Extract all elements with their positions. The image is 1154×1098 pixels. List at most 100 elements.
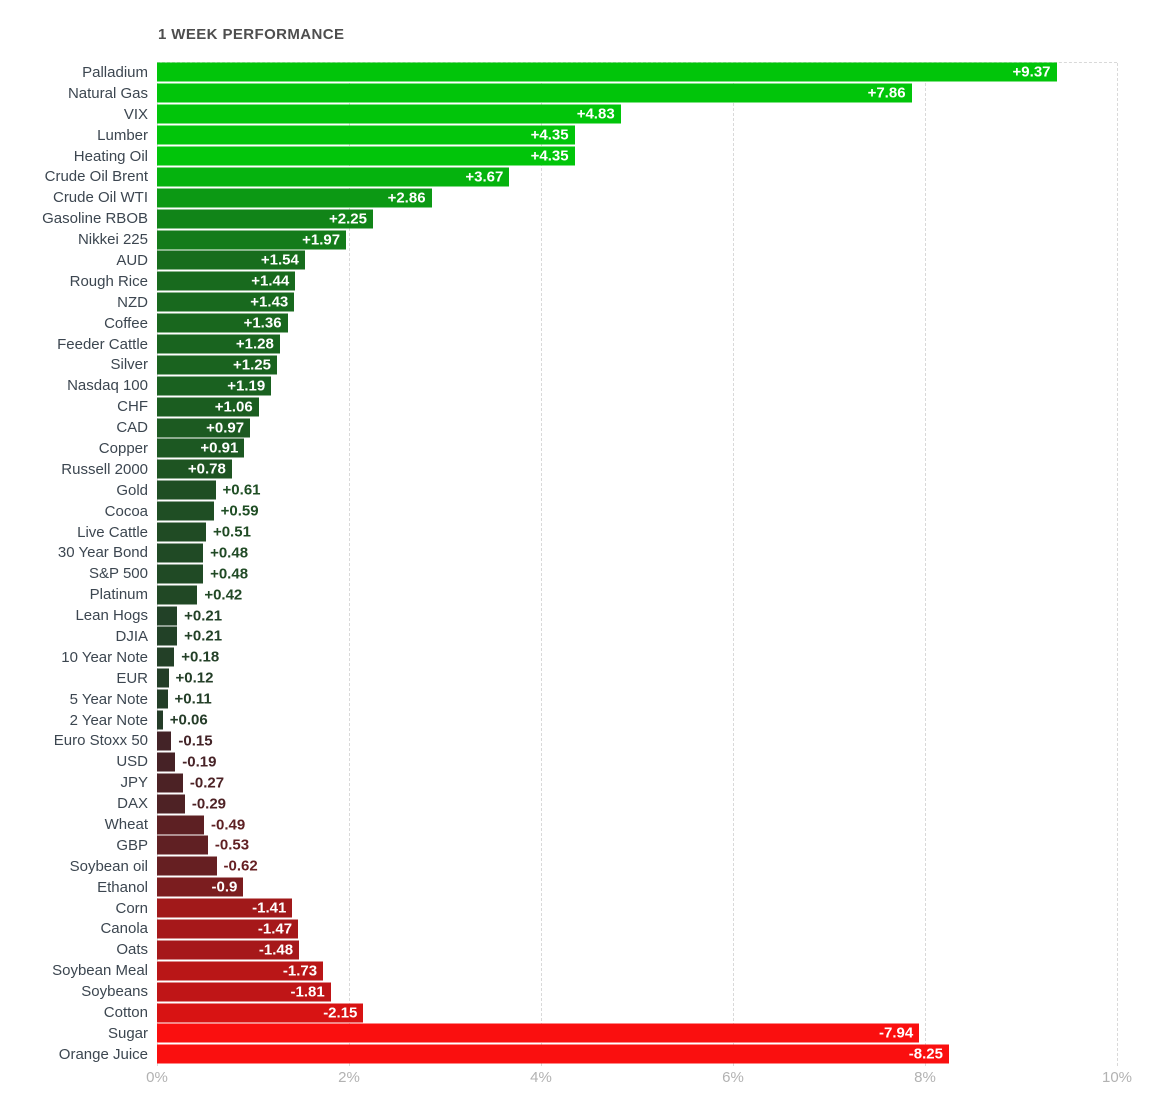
category-label[interactable]: Crude Oil Brent <box>44 168 148 186</box>
performance-bar[interactable]: +7.86 <box>157 83 912 103</box>
performance-bar[interactable]: -1.81 <box>157 982 331 1002</box>
performance-bar[interactable]: +4.35 <box>157 125 575 145</box>
performance-bar[interactable]: -1.47 <box>157 919 299 939</box>
bar-track: -0.27 <box>157 772 1117 793</box>
performance-bar[interactable]: +1.36 <box>157 313 288 333</box>
category-label[interactable]: Wheat <box>104 816 148 833</box>
category-label[interactable]: Russell 2000 <box>61 460 148 478</box>
category-label[interactable]: Sugar <box>107 1024 148 1042</box>
performance-bar[interactable] <box>157 522 206 542</box>
performance-bar[interactable] <box>157 564 204 584</box>
performance-bar[interactable]: +4.35 <box>157 146 575 166</box>
performance-bar[interactable] <box>157 710 163 730</box>
category-label[interactable]: Corn <box>115 899 148 917</box>
category-label[interactable]: Gold <box>116 481 148 499</box>
performance-bar[interactable] <box>157 647 175 667</box>
performance-bar[interactable]: -0.9 <box>157 877 244 897</box>
performance-bar[interactable] <box>157 668 169 688</box>
performance-bar[interactable] <box>157 856 217 876</box>
performance-bar[interactable]: +1.43 <box>157 292 295 312</box>
category-label[interactable]: Coffee <box>104 314 148 332</box>
performance-bar[interactable] <box>157 773 183 793</box>
category-label[interactable]: Soybean Meal <box>52 962 148 980</box>
category-label[interactable]: Euro Stoxx 50 <box>53 732 148 750</box>
performance-bar[interactable]: -1.48 <box>157 940 300 960</box>
category-label[interactable]: Cocoa <box>104 502 148 520</box>
category-label[interactable]: JPY <box>120 774 148 792</box>
performance-bar[interactable] <box>157 606 178 626</box>
category-label[interactable]: AUD <box>116 251 148 269</box>
category-label[interactable]: 2 Year Note <box>69 711 148 729</box>
performance-bar[interactable]: +2.86 <box>157 188 432 208</box>
category-label[interactable]: DJIA <box>115 627 148 645</box>
performance-bar[interactable] <box>157 585 198 605</box>
category-label[interactable]: Palladium <box>82 63 148 81</box>
performance-bar[interactable]: +9.37 <box>157 62 1057 82</box>
category-label[interactable]: Feeder Cattle <box>57 335 148 353</box>
category-label[interactable]: Natural Gas <box>67 84 148 102</box>
category-label[interactable]: Nikkei 225 <box>77 231 148 249</box>
category-label[interactable]: Crude Oil WTI <box>52 189 148 207</box>
performance-bar[interactable]: +0.97 <box>157 418 251 438</box>
performance-bar[interactable] <box>157 543 204 563</box>
performance-bar[interactable] <box>157 731 172 751</box>
performance-bar[interactable] <box>157 689 168 709</box>
category-label[interactable]: Platinum <box>89 586 148 604</box>
performance-bar[interactable]: +1.28 <box>157 334 280 354</box>
category-label[interactable]: Cotton <box>103 1004 148 1022</box>
performance-bar[interactable]: +1.19 <box>157 376 272 396</box>
category-label[interactable]: USD <box>116 753 148 771</box>
performance-bar[interactable] <box>157 480 216 500</box>
category-label[interactable]: 10 Year Note <box>61 648 148 666</box>
performance-bar[interactable] <box>157 752 176 772</box>
category-label[interactable]: Copper <box>98 439 148 457</box>
category-label[interactable]: CAD <box>116 419 148 437</box>
performance-bar[interactable] <box>157 501 214 521</box>
performance-bar[interactable]: +1.97 <box>157 230 347 250</box>
category-label[interactable]: DAX <box>117 795 148 813</box>
category-label[interactable]: Live Cattle <box>77 523 148 541</box>
category-label[interactable]: S&P 500 <box>89 565 148 583</box>
category-label[interactable]: Soybeans <box>81 983 148 1001</box>
category-label[interactable]: Rough Rice <box>69 272 148 290</box>
category-label[interactable]: Oats <box>116 941 148 959</box>
category-label[interactable]: Silver <box>110 356 148 374</box>
category-label[interactable]: Canola <box>100 920 148 938</box>
category-label[interactable]: Heating Oil <box>73 147 148 165</box>
chart-row: Copper +0.91 <box>0 438 1117 459</box>
category-label[interactable]: Soybean oil <box>69 857 148 875</box>
category-label[interactable]: Lumber <box>97 126 148 144</box>
bar-track: +1.19 <box>157 375 1117 396</box>
category-label[interactable]: 30 Year Bond <box>57 544 148 562</box>
category-label[interactable]: Ethanol <box>97 878 148 896</box>
category-label[interactable]: EUR <box>116 669 148 687</box>
category-label[interactable]: Orange Juice <box>58 1045 148 1063</box>
performance-bar[interactable]: -7.94 <box>157 1023 920 1043</box>
performance-bar[interactable]: +1.25 <box>157 355 277 375</box>
performance-bar[interactable]: -8.25 <box>157 1044 949 1064</box>
performance-bar[interactable]: +1.54 <box>157 250 305 270</box>
value-label: -7.94 <box>879 1024 914 1042</box>
performance-bar[interactable] <box>157 835 208 855</box>
category-label[interactable]: Nasdaq 100 <box>67 377 148 395</box>
performance-bar[interactable]: -2.15 <box>157 1003 364 1023</box>
performance-bar[interactable]: -1.41 <box>157 898 293 918</box>
performance-bar[interactable] <box>157 626 178 646</box>
performance-bar[interactable]: +1.44 <box>157 271 296 291</box>
performance-bar[interactable]: +4.83 <box>157 104 621 124</box>
performance-bar[interactable]: +1.06 <box>157 397 259 417</box>
performance-bar[interactable]: -1.73 <box>157 961 324 981</box>
performance-bar[interactable]: +0.78 <box>157 459 232 479</box>
category-label[interactable]: 5 Year Note <box>69 690 148 708</box>
category-label[interactable]: GBP <box>116 836 148 854</box>
performance-bar[interactable]: +2.25 <box>157 209 373 229</box>
performance-bar[interactable]: +0.91 <box>157 438 245 458</box>
performance-bar[interactable] <box>157 794 185 814</box>
category-label[interactable]: Gasoline RBOB <box>42 210 148 228</box>
performance-bar[interactable]: +3.67 <box>157 167 510 187</box>
category-label[interactable]: NZD <box>117 293 148 311</box>
performance-bar[interactable] <box>157 815 205 834</box>
category-label[interactable]: Lean Hogs <box>75 607 148 625</box>
category-label[interactable]: VIX <box>123 105 148 123</box>
category-label[interactable]: CHF <box>117 398 148 416</box>
